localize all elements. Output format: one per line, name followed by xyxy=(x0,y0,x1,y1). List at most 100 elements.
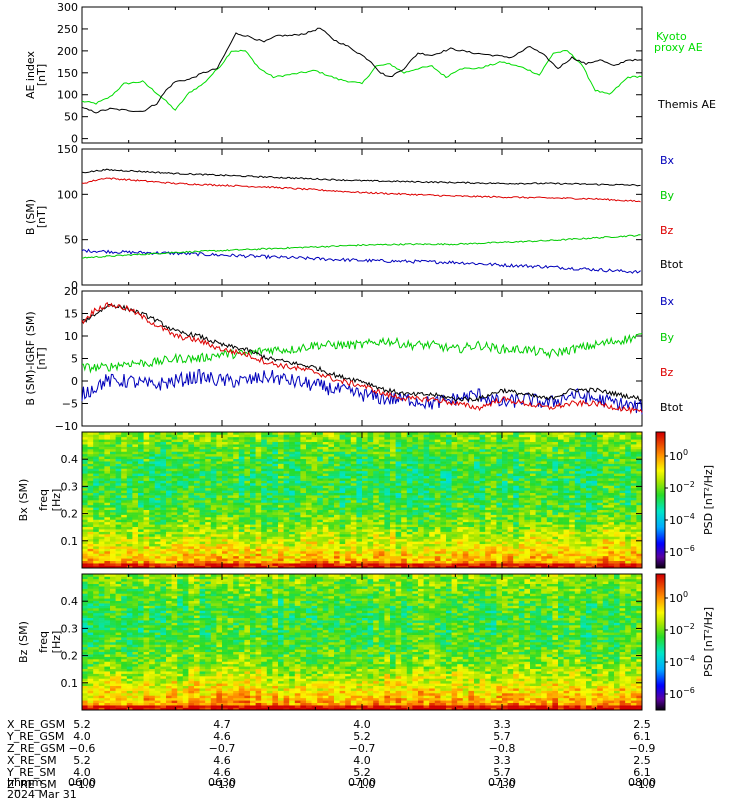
spectrogram-cell xyxy=(278,485,284,489)
series-themis-ae xyxy=(81,27,643,114)
spectrogram-cell xyxy=(373,475,380,479)
spectrogram-cell xyxy=(429,485,436,489)
spectrogram-cell xyxy=(530,538,536,542)
spectrogram-cell xyxy=(490,475,497,479)
spectrogram-cell xyxy=(311,451,318,455)
spectrogram-cell xyxy=(294,432,301,435)
spectrogram-cell xyxy=(490,436,497,440)
spectrogram-cell xyxy=(233,446,240,450)
spectrogram-cell xyxy=(82,470,88,474)
spectrogram-cell xyxy=(216,497,223,501)
spectrogram-cell xyxy=(384,480,391,484)
spectrogram-cell xyxy=(485,483,492,486)
spectrogram-cell xyxy=(194,548,200,552)
spectrogram-cell xyxy=(278,495,284,498)
spectrogram-cell xyxy=(143,517,150,520)
spectrogram-cell xyxy=(496,565,503,569)
spectrogram-cell xyxy=(367,521,374,525)
spectrogram-cell xyxy=(546,509,553,513)
spectrogram-cell xyxy=(350,468,357,472)
spectrogram-cell xyxy=(104,449,111,452)
spectrogram-cell xyxy=(507,451,514,455)
spectrogram-cell xyxy=(227,560,234,564)
spectrogram-cell xyxy=(300,483,307,486)
spectrogram-cell xyxy=(82,480,88,484)
spectrogram-cell xyxy=(339,519,346,523)
spectrogram-cell xyxy=(154,521,161,525)
spectrogram-cell xyxy=(345,449,352,452)
spectrogram-cell xyxy=(530,449,536,452)
spectrogram-cell xyxy=(283,439,290,443)
spectrogram-cell xyxy=(541,541,548,545)
spectrogram-cell xyxy=(362,461,368,464)
spectrogram-cell xyxy=(322,466,329,469)
spectrogram-cell xyxy=(272,553,279,557)
spectrogram-cell xyxy=(294,492,301,496)
spectrogram-cell xyxy=(143,453,150,457)
spectrogram-cell xyxy=(367,463,374,467)
spectrogram-cell xyxy=(261,548,268,552)
spectrogram-cell xyxy=(440,502,447,506)
spectrogram-cell xyxy=(160,563,167,566)
spectrogram-cell xyxy=(238,555,245,559)
spectrogram-cell xyxy=(373,444,380,447)
spectrogram-cell xyxy=(294,507,301,511)
spectrogram-cell xyxy=(160,551,167,554)
spectrogram-cell xyxy=(552,524,559,528)
spectrogram-cell xyxy=(210,458,217,462)
spectrogram-cell xyxy=(121,507,128,511)
spectrogram-cell xyxy=(205,461,212,464)
spectrogram-cell xyxy=(233,514,240,518)
spectrogram-cell xyxy=(451,529,458,532)
spectrogram-cell xyxy=(278,451,284,455)
spectrogram-cell xyxy=(373,487,380,491)
spectrogram-cell xyxy=(177,434,184,438)
spectrogram-cell xyxy=(502,466,508,469)
spectrogram-cell xyxy=(390,478,396,481)
spectrogram-cell xyxy=(149,441,156,445)
spectrogram-cell xyxy=(227,512,234,515)
spectrogram-cell xyxy=(115,456,122,460)
spectrogram-cell xyxy=(250,492,256,496)
spectrogram-cell xyxy=(412,451,419,455)
spectrogram-cell xyxy=(418,555,424,559)
spectrogram-cell xyxy=(513,512,520,515)
spectrogram-cell xyxy=(541,536,548,540)
spectrogram-cell xyxy=(479,563,486,566)
spectrogram-cell xyxy=(300,475,307,479)
spectrogram-cell xyxy=(110,558,116,562)
spectrogram-cell xyxy=(345,458,352,462)
spectrogram-cell xyxy=(238,436,245,440)
spectrogram-cell xyxy=(446,463,452,467)
spectrogram-cell xyxy=(115,558,122,562)
spectrogram-cell xyxy=(132,451,139,455)
spectrogram-cell xyxy=(115,509,122,513)
spectrogram-cell xyxy=(138,543,144,547)
spectrogram-cell xyxy=(496,531,503,535)
spectrogram-cell xyxy=(507,434,514,438)
spectrogram-cell xyxy=(283,512,290,515)
spectrogram-cell xyxy=(384,487,391,491)
spectrogram-cell xyxy=(160,451,167,455)
spectrogram-cell xyxy=(311,461,318,464)
spectrogram-cell xyxy=(266,553,273,557)
spectrogram-cell xyxy=(93,563,100,566)
spectrogram-cell xyxy=(474,519,480,523)
spectrogram-cell xyxy=(423,502,430,506)
spectrogram-cell xyxy=(446,555,452,559)
spectrogram-cell xyxy=(115,555,122,559)
spectrogram-cell xyxy=(496,444,503,447)
spectrogram-cell xyxy=(367,519,374,523)
spectrogram-cell xyxy=(300,458,307,462)
spectrogram-cell xyxy=(121,470,128,474)
spectrogram-cell xyxy=(261,466,268,469)
spectrogram-cell xyxy=(82,487,88,491)
spectrogram-cell xyxy=(440,434,447,438)
spectrogram-cell xyxy=(250,548,256,552)
spectrogram-cell xyxy=(278,475,284,479)
spectrogram-cell xyxy=(149,497,156,501)
spectrogram-cell xyxy=(423,495,430,498)
spectrogram-cell xyxy=(149,519,156,523)
spectrogram-cell xyxy=(149,490,156,494)
spectrogram-cell xyxy=(160,529,167,532)
